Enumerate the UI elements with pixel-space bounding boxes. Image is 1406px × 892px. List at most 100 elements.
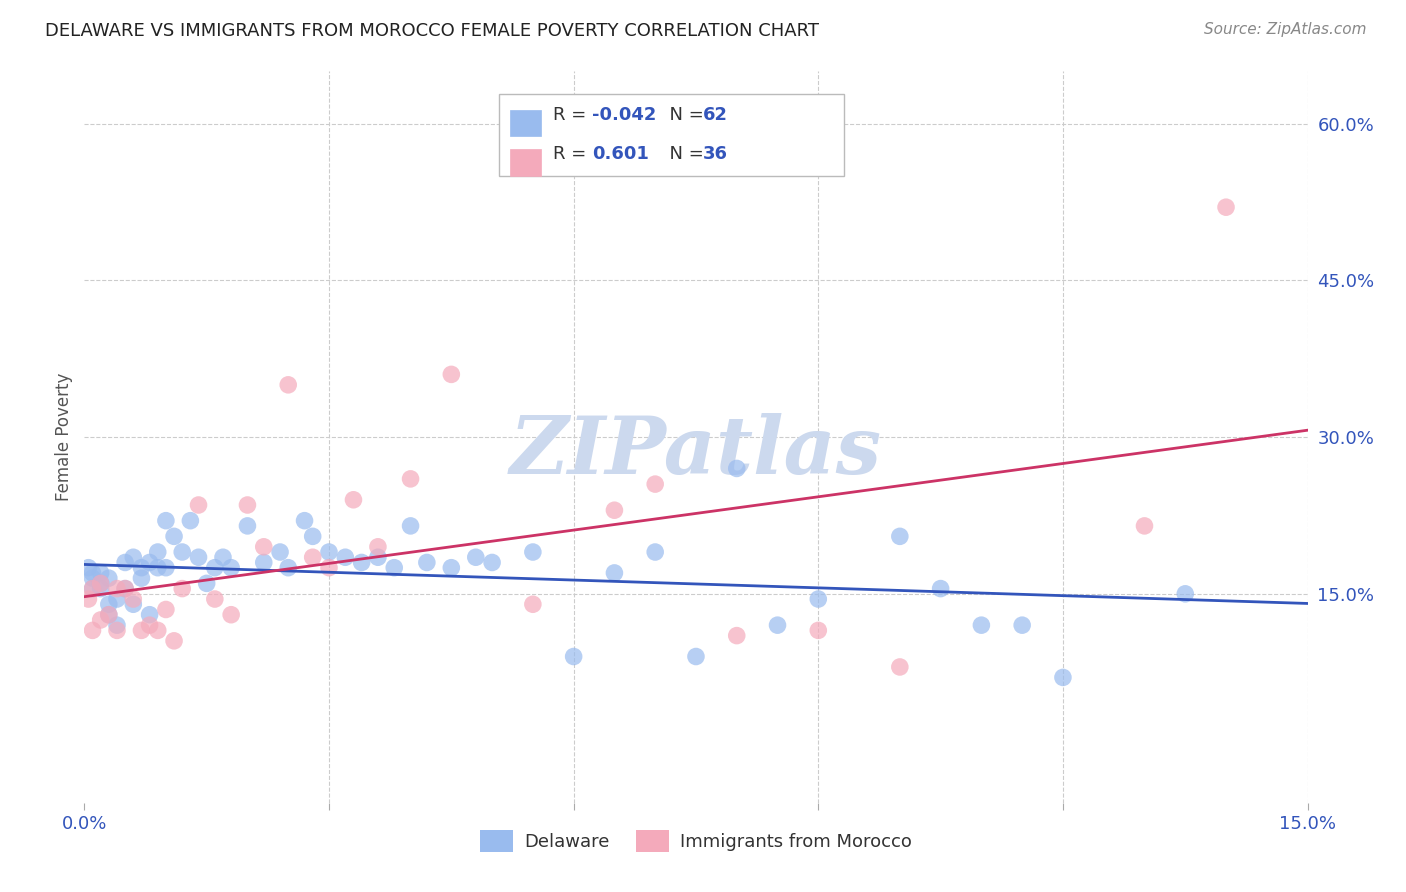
Point bbox=[1174, 587, 1197, 601]
Point bbox=[105, 624, 128, 638]
Point bbox=[807, 624, 830, 638]
Text: DELAWARE VS IMMIGRANTS FROM MOROCCO FEMALE POVERTY CORRELATION CHART: DELAWARE VS IMMIGRANTS FROM MOROCCO FEMA… bbox=[45, 22, 818, 40]
Point bbox=[219, 607, 242, 622]
Point bbox=[367, 550, 389, 565]
Point bbox=[301, 550, 323, 565]
Point bbox=[155, 514, 177, 528]
Point bbox=[212, 550, 235, 565]
Point bbox=[685, 649, 707, 664]
Point bbox=[644, 545, 666, 559]
Point bbox=[97, 571, 120, 585]
Point bbox=[146, 545, 169, 559]
Point bbox=[603, 566, 626, 580]
Point bbox=[522, 545, 544, 559]
Y-axis label: Female Poverty: Female Poverty bbox=[55, 373, 73, 501]
Point bbox=[335, 550, 357, 565]
Point bbox=[294, 514, 316, 528]
Point bbox=[195, 576, 218, 591]
Point bbox=[97, 607, 120, 622]
Point bbox=[725, 629, 748, 643]
Point bbox=[350, 556, 373, 570]
Point bbox=[122, 597, 145, 611]
Point bbox=[172, 582, 194, 596]
Point bbox=[644, 477, 666, 491]
Point bbox=[367, 540, 389, 554]
Text: -0.042: -0.042 bbox=[592, 106, 657, 124]
Point bbox=[187, 550, 209, 565]
Point bbox=[277, 560, 299, 574]
Point bbox=[90, 576, 112, 591]
Point bbox=[114, 556, 136, 570]
Point bbox=[172, 545, 194, 559]
Legend: Delaware, Immigrants from Morocco: Delaware, Immigrants from Morocco bbox=[474, 823, 918, 860]
Point bbox=[155, 602, 177, 616]
Point bbox=[138, 556, 160, 570]
Point bbox=[204, 560, 226, 574]
Point bbox=[382, 560, 405, 574]
Point bbox=[77, 592, 100, 607]
Text: Source: ZipAtlas.com: Source: ZipAtlas.com bbox=[1204, 22, 1367, 37]
Point bbox=[399, 472, 422, 486]
Point bbox=[236, 519, 259, 533]
Point bbox=[1215, 200, 1237, 214]
Text: 62: 62 bbox=[703, 106, 728, 124]
Point bbox=[318, 560, 340, 574]
Point bbox=[603, 503, 626, 517]
Text: N =: N = bbox=[658, 145, 710, 162]
Point bbox=[82, 566, 104, 580]
Text: 36: 36 bbox=[703, 145, 728, 162]
Point bbox=[440, 560, 463, 574]
Point bbox=[236, 498, 259, 512]
Point bbox=[138, 618, 160, 632]
Point bbox=[399, 519, 422, 533]
Point bbox=[131, 624, 153, 638]
Point bbox=[204, 592, 226, 607]
Point bbox=[105, 618, 128, 632]
Point bbox=[114, 582, 136, 596]
Point bbox=[318, 545, 340, 559]
Point bbox=[163, 529, 186, 543]
Point bbox=[77, 560, 100, 574]
Point bbox=[766, 618, 789, 632]
Point bbox=[187, 498, 209, 512]
Point bbox=[82, 624, 104, 638]
Point bbox=[122, 592, 145, 607]
Point bbox=[82, 582, 104, 596]
Text: R =: R = bbox=[553, 106, 592, 124]
Point bbox=[82, 571, 104, 585]
Point bbox=[562, 649, 585, 664]
Text: ZIPatlas: ZIPatlas bbox=[510, 413, 882, 491]
Point bbox=[155, 560, 177, 574]
Point bbox=[342, 492, 364, 507]
Point bbox=[90, 576, 112, 591]
Point bbox=[725, 461, 748, 475]
Point bbox=[1011, 618, 1033, 632]
Text: 0.601: 0.601 bbox=[592, 145, 648, 162]
Point bbox=[163, 633, 186, 648]
Point bbox=[138, 607, 160, 622]
Point bbox=[481, 556, 503, 570]
Point bbox=[440, 368, 463, 382]
Point bbox=[522, 597, 544, 611]
Point bbox=[416, 556, 439, 570]
Point bbox=[301, 529, 323, 543]
Point bbox=[97, 597, 120, 611]
Point bbox=[146, 560, 169, 574]
Point bbox=[277, 377, 299, 392]
Point bbox=[97, 607, 120, 622]
Point bbox=[219, 560, 242, 574]
Text: N =: N = bbox=[658, 106, 710, 124]
Point bbox=[90, 582, 112, 596]
Point bbox=[970, 618, 993, 632]
Point bbox=[131, 571, 153, 585]
Point bbox=[929, 582, 952, 596]
Point bbox=[146, 624, 169, 638]
Point bbox=[889, 660, 911, 674]
Point bbox=[105, 592, 128, 607]
Point bbox=[269, 545, 291, 559]
Point bbox=[253, 556, 276, 570]
Point bbox=[253, 540, 276, 554]
Point bbox=[122, 550, 145, 565]
Point bbox=[889, 529, 911, 543]
Point bbox=[82, 582, 104, 596]
